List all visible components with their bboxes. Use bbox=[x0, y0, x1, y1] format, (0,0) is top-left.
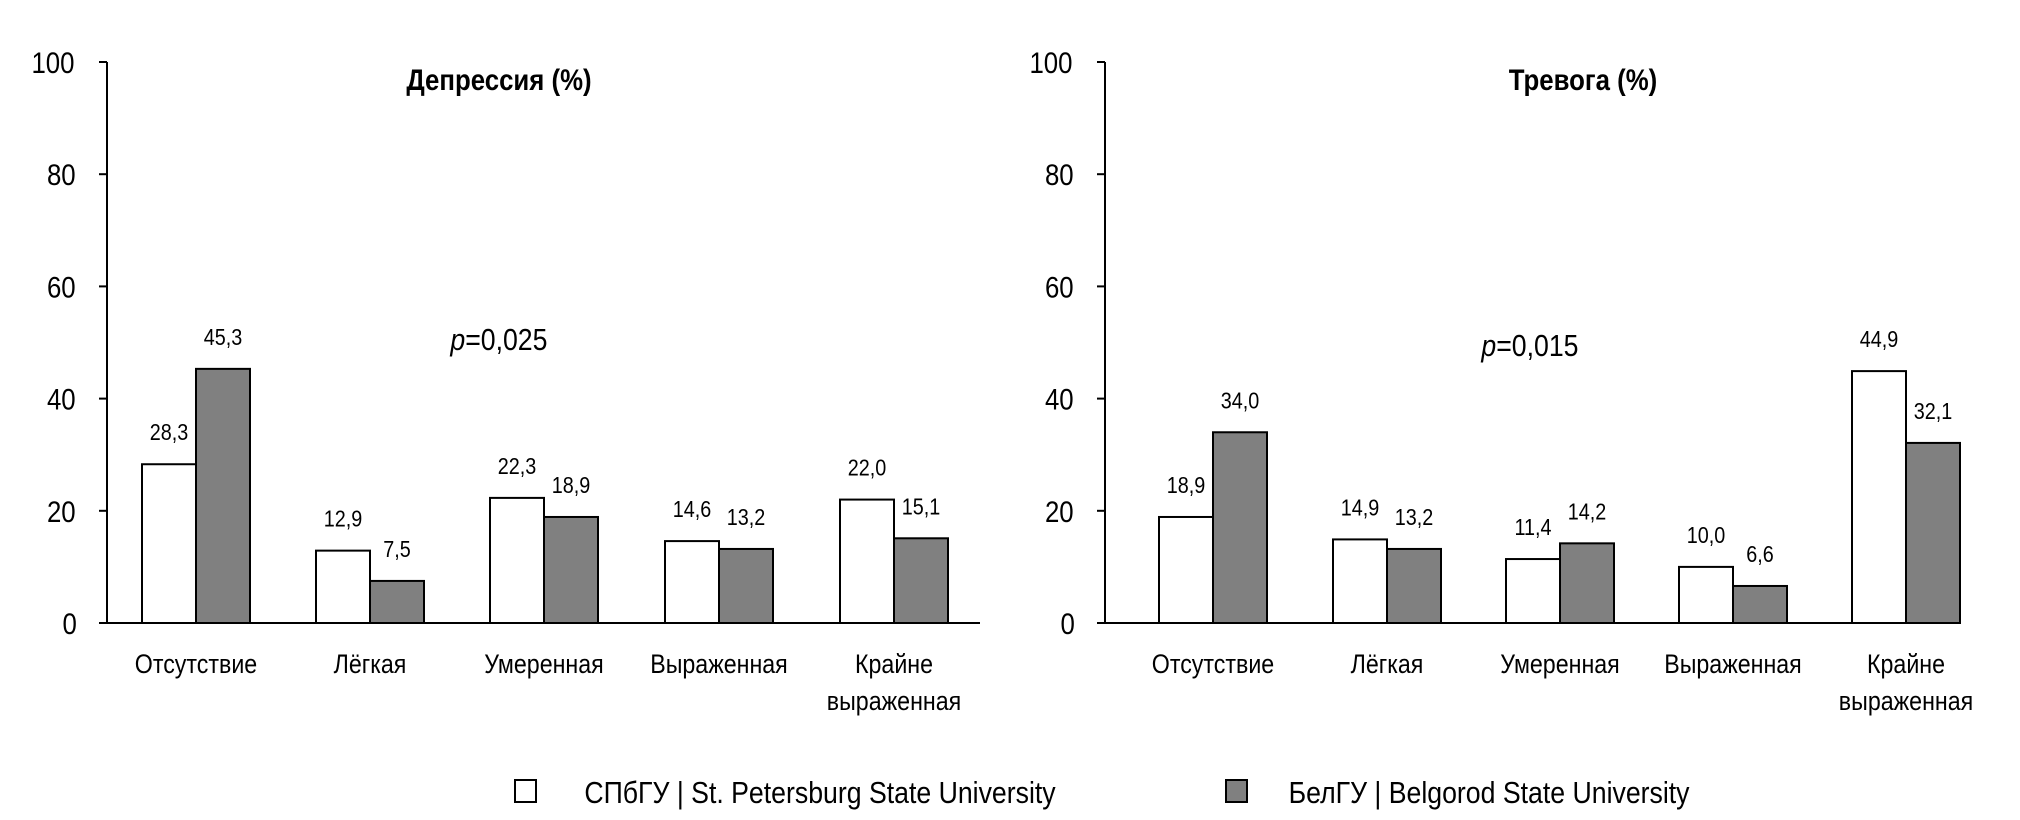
chart-title: Тревога (%) bbox=[1509, 63, 1658, 96]
data-label: 28,3 bbox=[150, 420, 188, 446]
depression-chart: 0 20 40 60 80 100 28,3 12,9 22,3 14,6 22,0 45,3 7,5 1… bbox=[31, 46, 980, 716]
x-category-label: выраженная bbox=[827, 686, 961, 716]
bar-spbgu bbox=[664, 540, 720, 624]
data-label: 18,9 bbox=[1167, 473, 1205, 499]
legend-label-spbgu: СПбГУ | St. Petersburg State University bbox=[584, 776, 1056, 810]
bar-spbgu bbox=[489, 496, 545, 624]
x-category-label: Крайне bbox=[1867, 649, 1945, 679]
y-tick-label: 0 bbox=[1060, 607, 1074, 640]
data-label: 12,9 bbox=[324, 506, 362, 532]
data-label: 45,3 bbox=[204, 324, 242, 350]
p-symbol: p bbox=[1480, 329, 1496, 363]
bar-spbgu bbox=[839, 498, 895, 624]
data-label: 13,2 bbox=[1395, 505, 1433, 531]
y-tick-label: 80 bbox=[1045, 158, 1074, 191]
data-label: 10,0 bbox=[1687, 523, 1726, 549]
bar-spbgu bbox=[1505, 558, 1561, 625]
y-tick-label: 100 bbox=[1029, 46, 1072, 79]
x-category-label: Выраженная bbox=[650, 649, 788, 679]
x-category-label: Отсутствие bbox=[135, 649, 257, 679]
x-category-label: Отсутствие bbox=[1152, 649, 1274, 679]
x-category-label: Выраженная bbox=[1664, 649, 1802, 679]
bar-belgu bbox=[195, 367, 251, 624]
y-tick-label: 60 bbox=[1045, 271, 1074, 304]
x-category-label: Крайне bbox=[855, 649, 933, 679]
y-tick-label: 20 bbox=[1045, 495, 1074, 528]
bar-belgu bbox=[543, 515, 599, 625]
bar-spbgu bbox=[315, 549, 371, 624]
anxiety-chart: 0 20 40 60 80 100 18,9 14,9 11,4 10,0 44,9 34,0 13,2… bbox=[1029, 46, 1973, 716]
bar-belgu bbox=[893, 537, 949, 624]
data-label: 22,3 bbox=[498, 454, 536, 480]
p-value: =0,015 bbox=[1496, 329, 1578, 363]
x-category-label: выраженная bbox=[1839, 686, 1973, 716]
bar-belgu bbox=[1905, 441, 1961, 624]
bar-belgu bbox=[1559, 542, 1615, 625]
y-tick-label: 0 bbox=[62, 607, 76, 640]
bar-spbgu bbox=[141, 463, 197, 624]
x-category-label: Умеренная bbox=[1500, 649, 1620, 679]
legend-label-belgu: БелГУ | Belgorod State University bbox=[1289, 776, 1690, 810]
legend: СПбГУ | St. Petersburg State University … bbox=[514, 776, 1690, 811]
data-label: 34,0 bbox=[1221, 388, 1260, 414]
data-label: 11,4 bbox=[1514, 515, 1551, 541]
bar-spbgu bbox=[1678, 565, 1734, 625]
data-label: 44,9 bbox=[1860, 327, 1898, 353]
y-tick-label: 80 bbox=[47, 158, 76, 191]
legend-swatch-belgu bbox=[1225, 779, 1248, 803]
data-label: 14,6 bbox=[673, 497, 711, 523]
p-symbol: p bbox=[449, 323, 465, 357]
bar-belgu bbox=[718, 547, 774, 624]
bar-spbgu bbox=[1158, 515, 1214, 625]
data-label: 7,5 bbox=[383, 537, 411, 563]
x-category-label: Лёгкая bbox=[1351, 649, 1424, 679]
data-label: 15,1 bbox=[902, 494, 940, 520]
data-label: 14,9 bbox=[1341, 495, 1379, 521]
bar-belgu bbox=[1386, 547, 1442, 624]
y-tick-label: 20 bbox=[47, 495, 76, 528]
y-tick-label: 40 bbox=[1045, 383, 1074, 416]
data-label: 22,0 bbox=[848, 455, 887, 481]
y-tick-label: 40 bbox=[47, 383, 76, 416]
legend-swatch-spbgu bbox=[514, 779, 537, 803]
data-label: 6,6 bbox=[1746, 542, 1773, 568]
bar-belgu bbox=[369, 579, 425, 624]
y-tick-label: 100 bbox=[31, 46, 74, 79]
y-tick-label: 60 bbox=[47, 271, 76, 304]
data-label: 32,1 bbox=[1914, 399, 1952, 425]
p-value-annotation: p=0,025 bbox=[449, 323, 547, 357]
data-label: 13,2 bbox=[727, 505, 765, 531]
chart-title: Депрессия (%) bbox=[406, 63, 591, 96]
x-category-label: Лёгкая bbox=[334, 649, 407, 679]
bar-spbgu bbox=[1851, 370, 1907, 624]
data-label: 14,2 bbox=[1568, 499, 1606, 525]
p-value: =0,025 bbox=[465, 323, 547, 357]
bar-belgu bbox=[1732, 584, 1788, 624]
p-value-annotation: p=0,015 bbox=[1480, 329, 1578, 363]
data-label: 18,9 bbox=[552, 473, 590, 499]
x-category-label: Умеренная bbox=[484, 649, 604, 679]
bar-spbgu bbox=[1332, 538, 1388, 625]
bar-belgu bbox=[1212, 431, 1268, 625]
